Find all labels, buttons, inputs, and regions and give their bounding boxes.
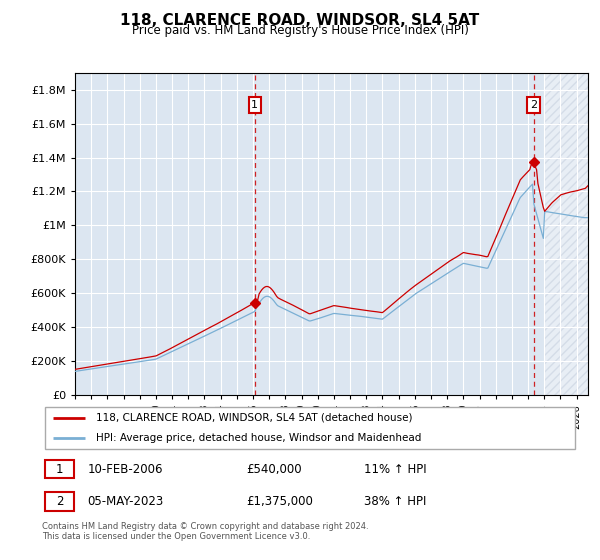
Text: 2: 2 (530, 100, 538, 110)
Text: 118, CLARENCE ROAD, WINDSOR, SL4 5AT: 118, CLARENCE ROAD, WINDSOR, SL4 5AT (121, 13, 479, 29)
Text: £1,375,000: £1,375,000 (246, 495, 313, 508)
Text: 1: 1 (251, 100, 258, 110)
Text: £540,000: £540,000 (246, 463, 302, 475)
FancyBboxPatch shape (44, 460, 74, 478)
Text: Price paid vs. HM Land Registry's House Price Index (HPI): Price paid vs. HM Land Registry's House … (131, 24, 469, 37)
Text: 1: 1 (56, 463, 63, 475)
Text: 05-MAY-2023: 05-MAY-2023 (88, 495, 164, 508)
Text: Contains HM Land Registry data © Crown copyright and database right 2024.
This d: Contains HM Land Registry data © Crown c… (42, 522, 368, 542)
FancyBboxPatch shape (44, 492, 74, 511)
Text: HPI: Average price, detached house, Windsor and Maidenhead: HPI: Average price, detached house, Wind… (96, 433, 421, 443)
Text: 38% ↑ HPI: 38% ↑ HPI (364, 495, 427, 508)
Text: 2: 2 (56, 495, 63, 508)
Text: 118, CLARENCE ROAD, WINDSOR, SL4 5AT (detached house): 118, CLARENCE ROAD, WINDSOR, SL4 5AT (de… (96, 413, 412, 423)
Text: 11% ↑ HPI: 11% ↑ HPI (364, 463, 427, 475)
FancyBboxPatch shape (44, 407, 575, 449)
Text: 10-FEB-2006: 10-FEB-2006 (88, 463, 163, 475)
